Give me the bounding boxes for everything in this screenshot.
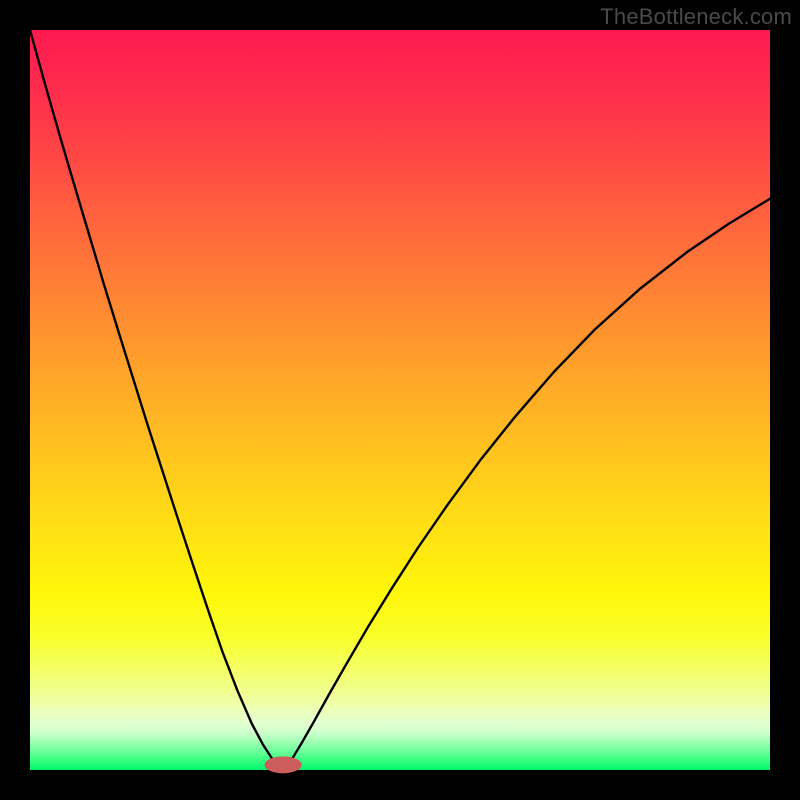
minimum-marker (265, 757, 301, 773)
watermark-text: TheBottleneck.com (600, 4, 792, 30)
chart-container: TheBottleneck.com (0, 0, 800, 800)
chart-svg (0, 0, 800, 800)
